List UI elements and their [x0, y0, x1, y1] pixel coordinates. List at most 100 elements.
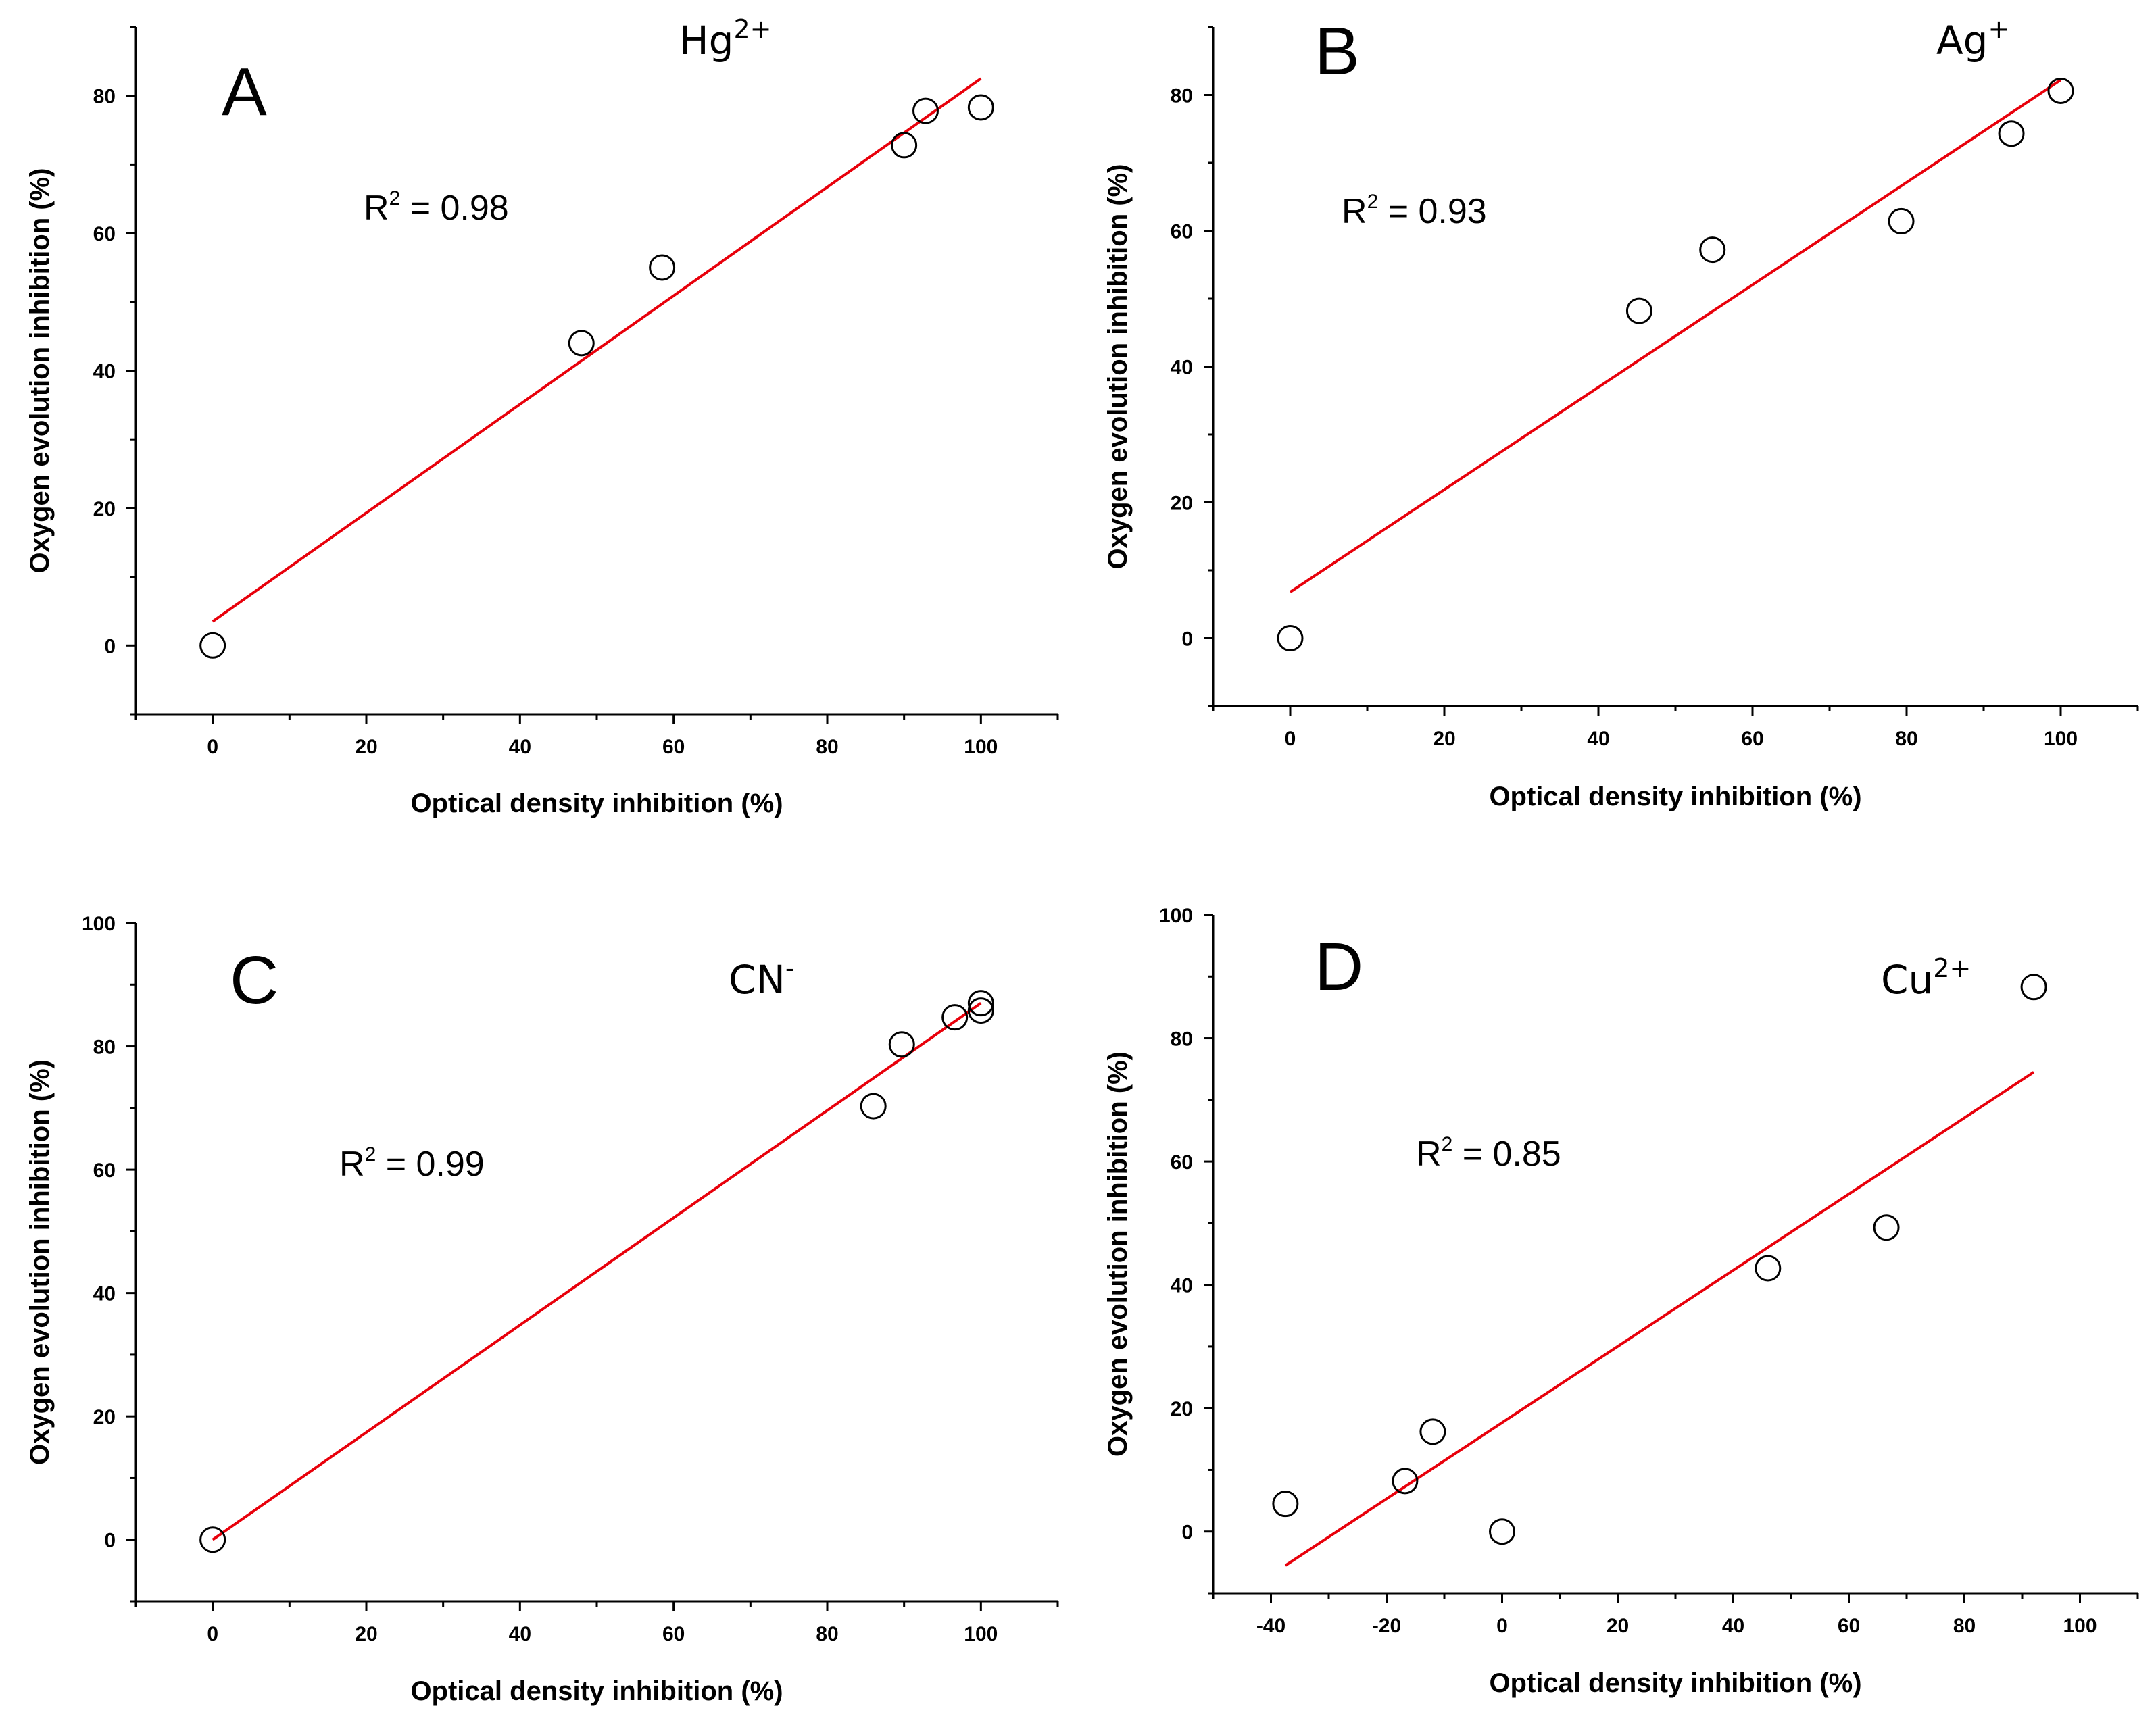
x-tick-label: 60 [662, 736, 685, 758]
y-tick-label: 60 [1171, 221, 1193, 243]
y-tick-label: 80 [1171, 1028, 1193, 1051]
data-point [967, 997, 994, 1024]
panel-d: -40 -20 0 20 40 60 80 100 0 20 40 60 80 100 Optical de… [1103, 905, 2139, 1698]
panel-b: 0 20 40 60 80 100 0 20 40 60 80 Optical density inh… [1103, 14, 2139, 811]
r-squared-value: = 0.99 [376, 1145, 484, 1184]
x-tick-label: 40 [509, 1623, 531, 1645]
fit-line [1289, 78, 2062, 593]
r-squared-label: R2 = 0.93 [1342, 191, 1487, 231]
r-squared-value: = 0.93 [1378, 192, 1486, 231]
r-squared-exponent: 2 [365, 1143, 376, 1166]
y-tick-label: 0 [104, 635, 116, 657]
r-squared-prefix: R [1342, 192, 1367, 231]
ion-label: Ag+ [1936, 14, 2009, 64]
ion-label-charge: 2+ [1933, 953, 1971, 983]
fit-line [212, 1002, 982, 1541]
ion-label-charge: 2+ [733, 14, 771, 44]
x-tick-label: 40 [1722, 1615, 1744, 1637]
data-point [1998, 120, 2025, 147]
x-tick-label: 20 [1607, 1615, 1629, 1637]
fit-line [212, 77, 982, 623]
panel-letter: C [230, 943, 278, 1018]
x-axis-title: Optical density inhibition (%) [1489, 782, 1861, 811]
y-tick-label: 0 [104, 1530, 116, 1552]
data-point [1419, 1418, 1446, 1445]
x-tick-label: 80 [1895, 728, 1917, 750]
x-tick-label: 20 [355, 736, 377, 758]
r-squared-exponent: 2 [1442, 1133, 1453, 1155]
data-point [1272, 1491, 1299, 1518]
r-squared-label: R2 = 0.98 [364, 187, 509, 228]
panel-c: 0 20 40 60 80 100 0 20 40 60 80 100 Optical density … [25, 913, 1059, 1706]
r-squared-value: = 0.85 [1452, 1134, 1561, 1174]
x-tick-label: 80 [816, 1623, 838, 1645]
data-point [1755, 1255, 1782, 1282]
y-axis-title: Oxygen evolution inhibition (%) [25, 168, 55, 574]
x-tick-label: 100 [2063, 1615, 2097, 1637]
x-tick-label: 40 [1587, 728, 1609, 750]
ion-label-base: CN [729, 957, 785, 1003]
r-squared-prefix: R [364, 189, 389, 228]
r-squared-value: = 0.98 [400, 189, 508, 228]
data-point [199, 1526, 226, 1553]
ion-label: Hg2+ [679, 14, 771, 64]
y-axis-title: Oxygen evolution inhibition (%) [1103, 164, 1133, 570]
x-tick-label: 60 [662, 1623, 685, 1645]
y-tick-label: 0 [1181, 1522, 1193, 1544]
fit-line [1284, 1071, 2035, 1567]
y-tick-label: 20 [1171, 493, 1193, 515]
data-point [1489, 1518, 1515, 1545]
r-squared-label: R2 = 0.99 [339, 1143, 485, 1184]
data-point [1873, 1214, 1900, 1241]
data-point [967, 990, 994, 1017]
x-tick-label: 60 [1741, 728, 1763, 750]
data-point [1625, 297, 1652, 324]
y-tick-label: 60 [1171, 1151, 1193, 1174]
r-squared-prefix: R [339, 1145, 365, 1184]
x-tick-label: 20 [1433, 728, 1455, 750]
r-squared-exponent: 2 [1367, 191, 1379, 213]
x-tick-label: 0 [1285, 728, 1296, 750]
x-tick-label: 100 [964, 736, 998, 758]
y-tick-label: 40 [93, 1283, 116, 1305]
y-axis-title: Oxygen evolution inhibition (%) [1103, 1051, 1133, 1457]
x-tick-label: 20 [355, 1623, 377, 1645]
y-tick-label: 20 [93, 498, 116, 520]
y-tick-label: 20 [93, 1406, 116, 1428]
ion-label-base: Cu [1881, 957, 1933, 1003]
y-tick-label: 60 [93, 223, 116, 245]
x-tick-label: 60 [1838, 1615, 1860, 1637]
data-point [568, 330, 595, 357]
data-point [1699, 236, 1726, 264]
x-tick-label: 80 [816, 736, 838, 758]
data-point [2047, 77, 2074, 104]
data-point [912, 97, 939, 124]
x-tick-label: 40 [509, 736, 531, 758]
y-tick-label: 20 [1171, 1398, 1193, 1420]
data-point [941, 1004, 969, 1031]
panel-letter: D [1315, 929, 1363, 1005]
x-tick-label: 0 [207, 736, 218, 758]
y-tick-label: 80 [93, 1036, 116, 1059]
data-point [2020, 974, 2047, 1001]
data-point [860, 1093, 887, 1120]
r-squared-prefix: R [1416, 1134, 1442, 1174]
y-tick-label: 100 [82, 913, 116, 935]
ion-label-base: Ag [1936, 18, 1988, 64]
x-tick-label: -40 [1256, 1615, 1285, 1637]
r-squared-label: R2 = 0.85 [1416, 1133, 1561, 1174]
ion-label-charge: + [1988, 14, 2010, 44]
y-axis-title: Oxygen evolution inhibition (%) [25, 1059, 55, 1465]
y-tick-label: 100 [1159, 905, 1193, 927]
ion-label: CN- [729, 953, 795, 1003]
x-tick-label: 0 [1496, 1615, 1508, 1637]
x-tick-label: 80 [1953, 1615, 1976, 1637]
x-axis-title: Optical density inhibition (%) [1489, 1668, 1861, 1698]
ion-label: Cu2+ [1881, 953, 1971, 1003]
panel-letter: B [1315, 14, 1360, 89]
y-tick-label: 40 [93, 361, 116, 383]
y-tick-label: 40 [1171, 357, 1193, 379]
r-squared-exponent: 2 [389, 187, 401, 209]
data-point [199, 632, 226, 659]
data-point [1392, 1468, 1419, 1495]
